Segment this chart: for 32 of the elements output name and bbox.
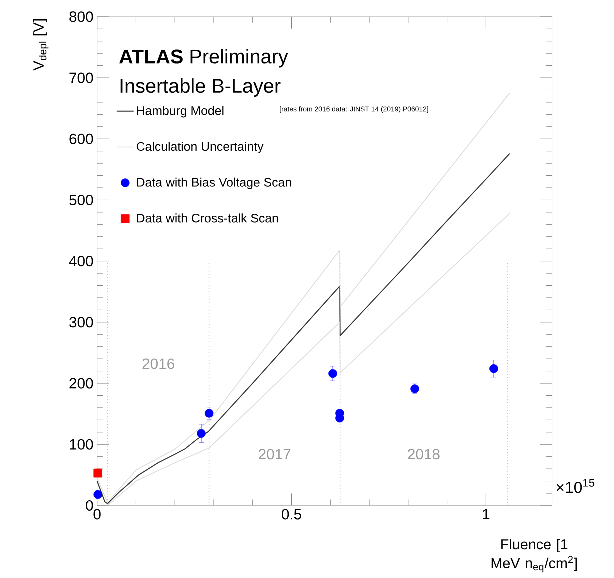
annotation: 2017: [259, 448, 291, 460]
point: [94, 468, 102, 478]
point: [204, 408, 214, 418]
annotation: 2018: [408, 448, 440, 460]
x-tick-label: 0: [94, 509, 101, 520]
y-tick-label: 500: [70, 194, 94, 206]
legend-label: Data with Bias Voltage Scan: [137, 178, 292, 190]
point: [328, 369, 338, 378]
line-series: [96, 153, 510, 504]
y-axis-title: V$_{depl}$ [V]: [33, 19, 49, 71]
legend-label: Hamburg Model: [137, 106, 224, 118]
x-tick-label: 1: [483, 509, 490, 520]
point: [490, 364, 498, 374]
y-tick-label: 800: [70, 11, 94, 22]
annotation: 2016: [142, 358, 174, 370]
y-tick-label: 700: [70, 72, 94, 84]
x-axis-title: Fluence [1 MeV n$_{eq}$/cm$^{2}$]: [492, 538, 577, 572]
text: ATLAS Preliminary: [120, 49, 288, 68]
y-tick-label: 600: [70, 134, 94, 144]
text: Insertable B-Layer: [120, 78, 281, 97]
text: ×10$^{15}$: [556, 478, 595, 493]
y-tick-label: 0: [86, 500, 94, 511]
x-tick-label: 0.5: [282, 509, 302, 520]
y-tick-label: 300: [70, 316, 94, 328]
line-series: [107, 213, 510, 506]
y-tick-label: 200: [70, 378, 94, 389]
legend-label: Data with Cross-talk Scan: [137, 213, 278, 223]
point: [197, 429, 206, 438]
y-tick-label: 100: [70, 439, 94, 450]
y-tick-label: 400: [69, 256, 94, 266]
legend-label: Calculation Uncertainty: [136, 142, 264, 154]
point: [94, 490, 102, 499]
